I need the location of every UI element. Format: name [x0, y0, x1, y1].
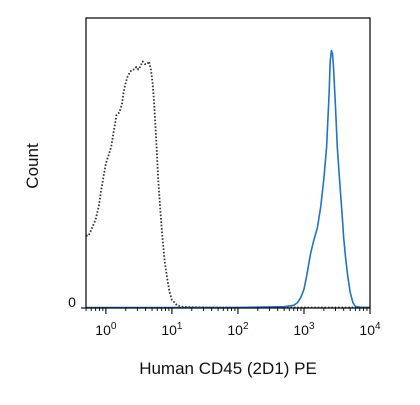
series-line-1 — [86, 60, 370, 309]
x-tick-label: 104 — [359, 321, 381, 338]
x-tick-label: 100 — [95, 321, 117, 338]
y-axis-label: Count — [23, 143, 42, 189]
x-ticks-layer: 100 101 102 103 104 — [85, 308, 381, 338]
x-tick-label: 102 — [227, 321, 249, 338]
y-tick-label: 0 — [68, 294, 76, 310]
series-layer — [86, 49, 371, 309]
series-line-2 — [86, 49, 371, 309]
x-tick-label: 103 — [293, 321, 315, 338]
y-ticks-layer: 0 — [68, 294, 86, 310]
x-tick-label: 101 — [161, 321, 183, 338]
x-axis-label: Human CD45 (2D1) PE — [139, 359, 317, 378]
